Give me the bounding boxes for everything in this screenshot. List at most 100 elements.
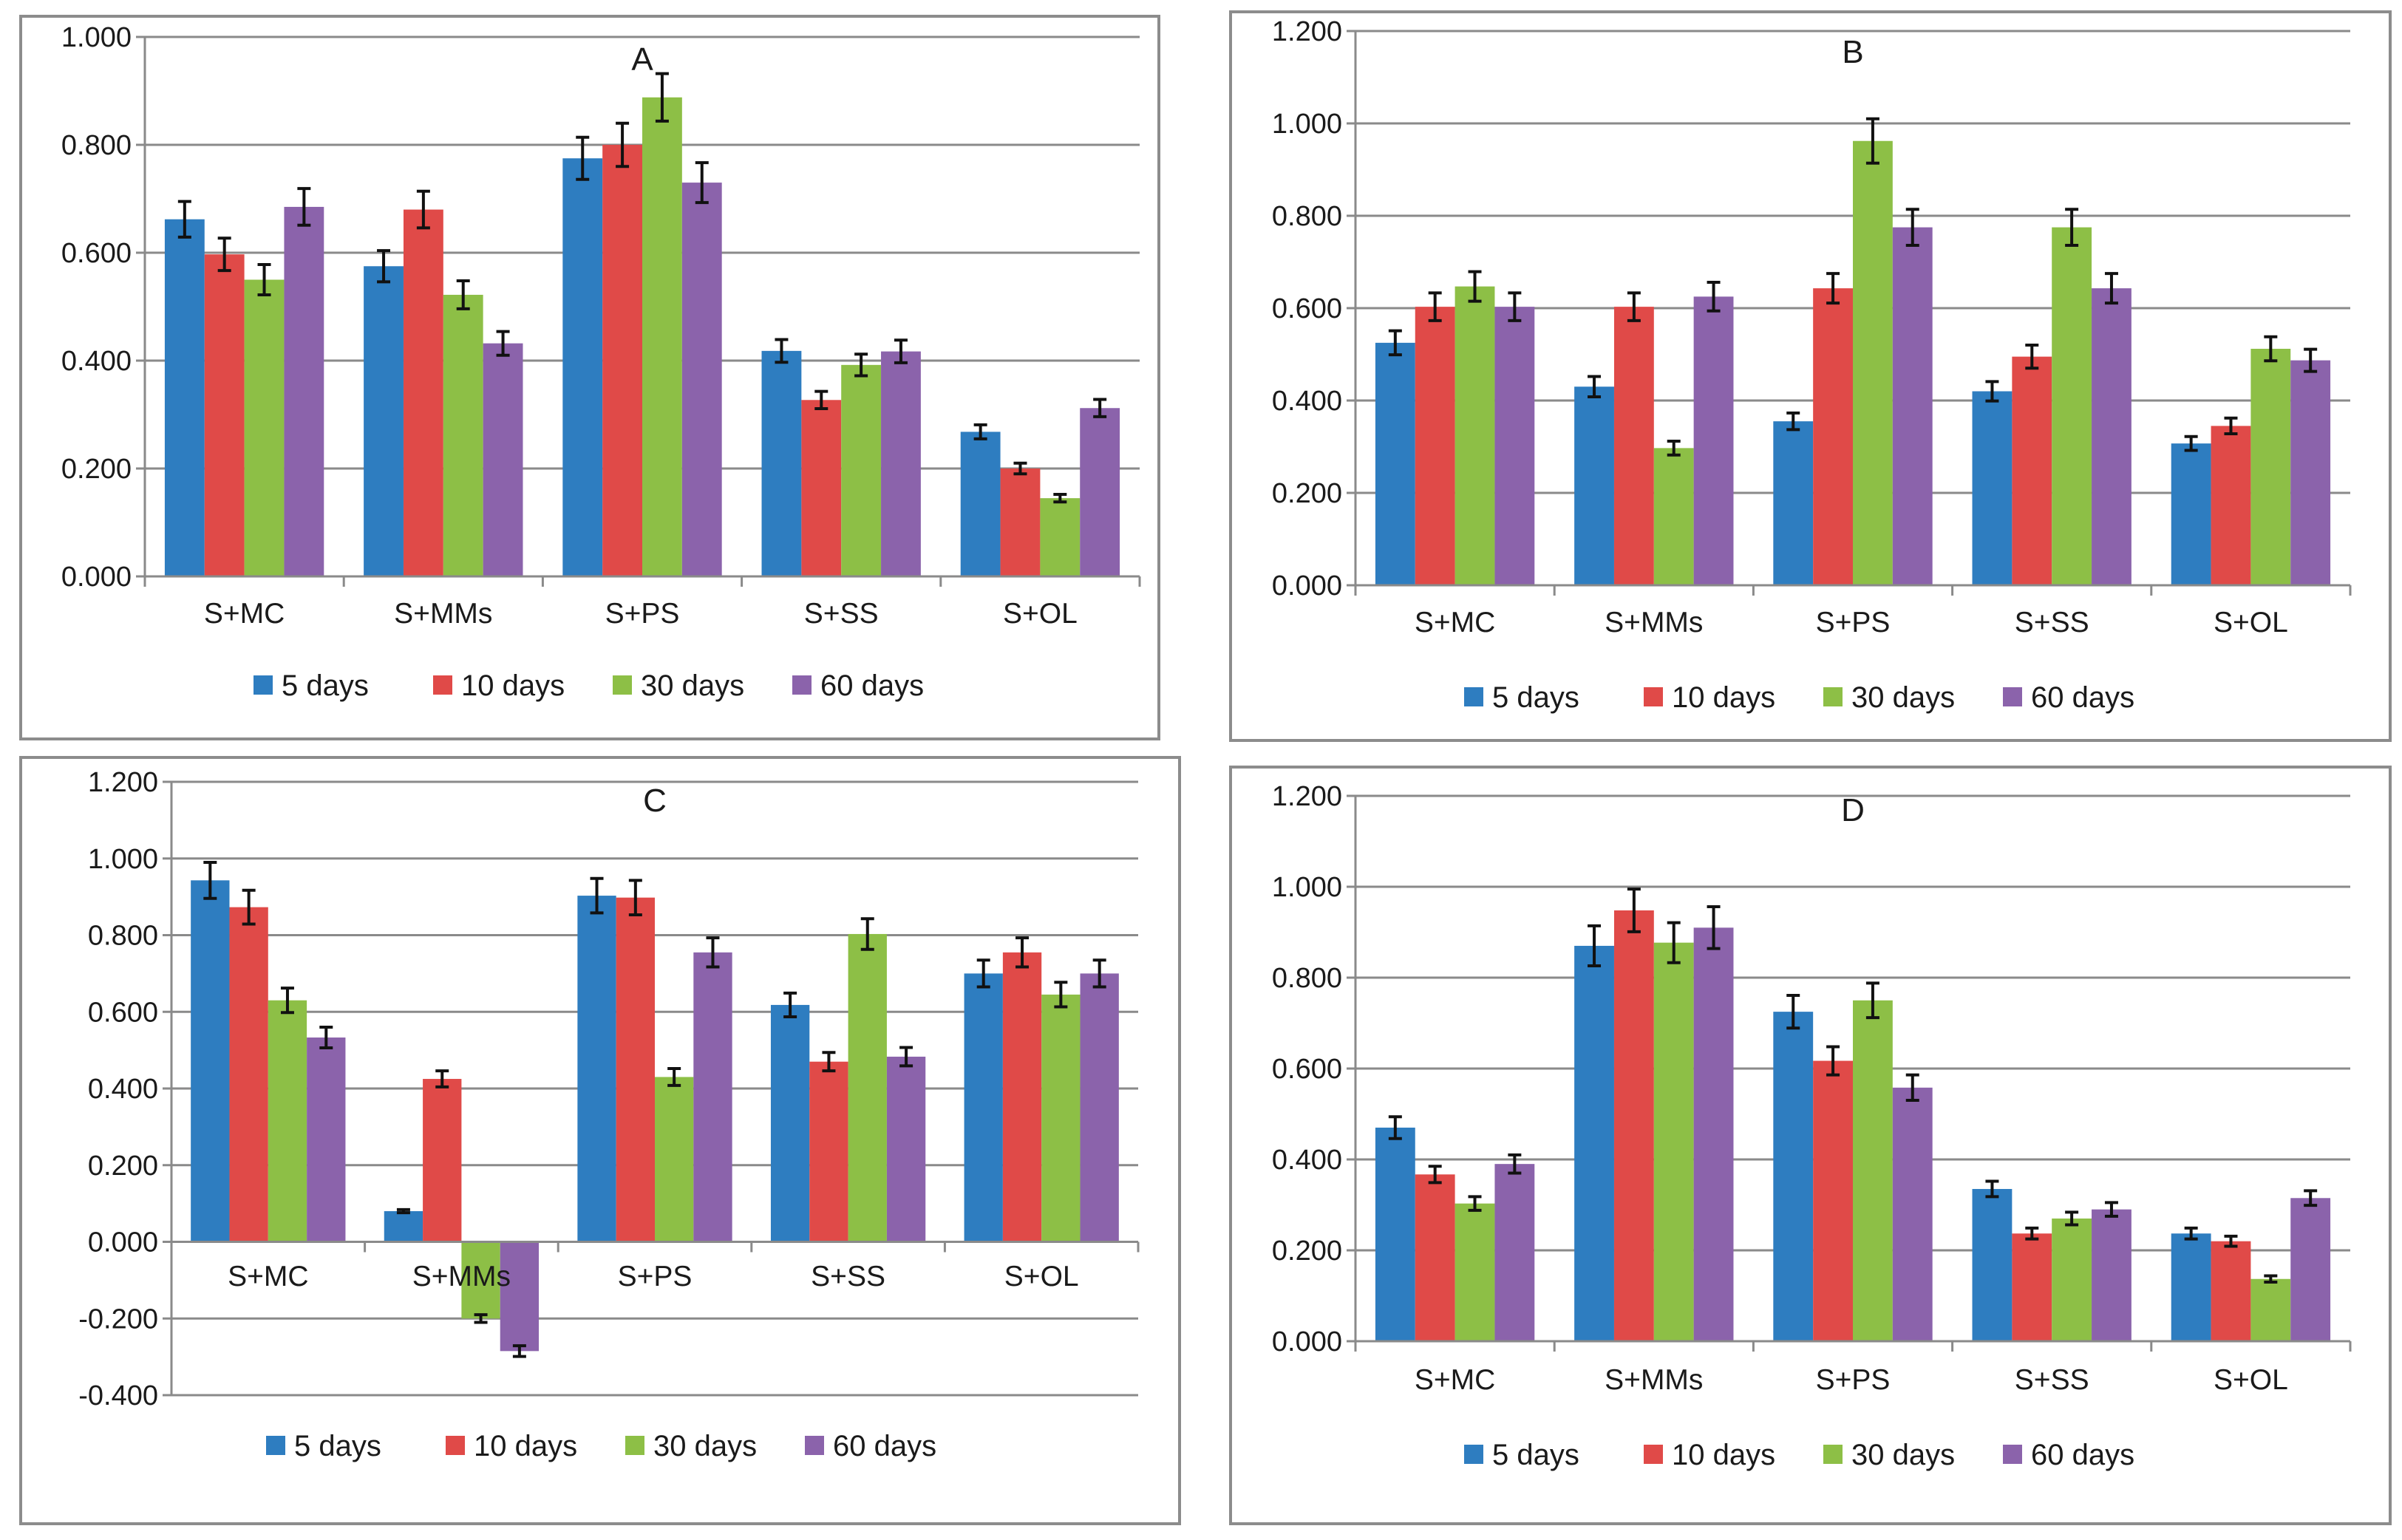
- legend-label: 30 days: [1851, 1439, 1955, 1471]
- bar-5-days-S-MMs: [1574, 386, 1614, 585]
- legend-label: 5 days: [1492, 681, 1579, 714]
- legend-swatch: [433, 675, 452, 695]
- y-tick-label: 0.200: [1272, 1236, 1342, 1267]
- error-bar: [396, 1207, 410, 1215]
- bar-5-days-S-PS: [1773, 421, 1814, 585]
- bar-10-days-S-PS: [1813, 288, 1853, 585]
- y-tick-label: 1.000: [1272, 109, 1342, 140]
- category-label: S+OL: [2214, 1364, 2288, 1396]
- bar-5-days-S-MC: [1375, 342, 1415, 585]
- bar-60-days-S-MC: [1494, 1164, 1535, 1341]
- y-tick-label: 0.400: [1272, 386, 1342, 417]
- error-bar: [854, 352, 868, 378]
- bar-30-days-S-PS: [655, 1077, 694, 1242]
- bar-10-days-S-OL: [1000, 469, 1041, 576]
- error-bar: [1985, 380, 1999, 403]
- error-bar: [217, 236, 231, 273]
- error-bar: [1865, 117, 1879, 165]
- error-bar: [706, 936, 720, 969]
- bar-5-days-S-OL: [2171, 1233, 2211, 1341]
- bar-30-days-S-MC: [1455, 286, 1495, 585]
- y-tick-label: 1.000: [61, 22, 132, 53]
- bar-30-days-S-OL: [1041, 994, 1081, 1242]
- category-label: S+MMs: [1605, 607, 1703, 638]
- y-tick-label: 0.000: [1272, 570, 1342, 602]
- bar-60-days-S-SS: [881, 351, 921, 576]
- error-bar: [1388, 329, 1402, 357]
- y-tick-label: 0.400: [88, 1074, 158, 1105]
- legend-label: 60 days: [2031, 1439, 2134, 1471]
- legend-label: 30 days: [641, 670, 744, 702]
- bar-10-days-S-PS: [1813, 1060, 1853, 1341]
- bar-10-days-S-OL: [2211, 1241, 2251, 1341]
- error-bar: [496, 330, 510, 357]
- error-bar: [2224, 1234, 2238, 1248]
- y-tick-label: 0.600: [1272, 1054, 1342, 1085]
- legend-label: 5 days: [294, 1430, 381, 1462]
- bar-60-days-S-OL: [1080, 973, 1119, 1242]
- bar-5-days-S-MMs: [384, 1211, 423, 1242]
- bar-30-days-S-SS: [848, 933, 887, 1242]
- category-label: S+PS: [618, 1261, 693, 1292]
- category-label: S+SS: [811, 1261, 885, 1292]
- bar-30-days-S-MMs: [443, 294, 483, 576]
- bar-5-days-S-MC: [164, 219, 205, 576]
- error-bar: [1627, 291, 1641, 322]
- legend-swatch: [266, 1436, 285, 1455]
- y-tick-label: 0.400: [1272, 1145, 1342, 1176]
- chart-title: C: [643, 783, 667, 819]
- category-label: S+SS: [2015, 607, 2089, 638]
- chart-a: 0.000 0.200 0.400 0.600 0.800 1.000 S+MC S+MMs S…: [19, 15, 1160, 740]
- bar-30-days-S-SS: [841, 364, 882, 576]
- error-bar: [2104, 1201, 2118, 1218]
- y-tick-label: -0.200: [78, 1304, 158, 1335]
- legend-swatch: [805, 1436, 824, 1455]
- error-bar: [319, 1026, 333, 1050]
- bar-10-days-S-SS: [2012, 356, 2052, 585]
- error-bar: [2304, 1189, 2318, 1207]
- error-bar: [2065, 1210, 2079, 1227]
- error-bar: [2184, 435, 2198, 452]
- bar-10-days-S-OL: [1002, 952, 1042, 1242]
- legend-swatch: [1823, 1445, 1843, 1464]
- error-bar: [2224, 416, 2238, 435]
- error-bar: [512, 1344, 526, 1358]
- legend-swatch: [625, 1436, 644, 1455]
- error-bar: [1468, 270, 1482, 303]
- error-bar: [814, 389, 829, 410]
- error-bar: [435, 1069, 449, 1088]
- bar-30-days-S-MC: [268, 1000, 307, 1242]
- error-bar: [280, 987, 294, 1015]
- error-bar: [695, 161, 709, 205]
- bar-5-days-S-MC: [191, 880, 230, 1242]
- chart-title: B: [1842, 34, 1863, 70]
- error-bar: [616, 121, 630, 168]
- bar-60-days-S-MMs: [1693, 927, 1734, 1341]
- error-bar: [576, 135, 590, 181]
- y-tick-label: 0.800: [88, 921, 158, 952]
- legend-label: 10 days: [461, 670, 565, 702]
- bar-5-days-S-PS: [577, 896, 616, 1242]
- error-bar: [2264, 335, 2278, 363]
- bar-30-days-S-PS: [1853, 140, 1893, 585]
- category-label: S+MMs: [1605, 1364, 1703, 1396]
- bar-30-days-S-PS: [1853, 1000, 1893, 1341]
- y-tick-label: 0.600: [1272, 293, 1342, 324]
- bar-60-days-S-PS: [693, 952, 732, 1242]
- category-label: S+PS: [1816, 1364, 1891, 1396]
- error-bar: [783, 991, 797, 1018]
- error-bar: [899, 1046, 913, 1068]
- error-bar: [1865, 981, 1879, 1020]
- y-tick-label: 1.000: [1272, 872, 1342, 903]
- error-bar: [628, 879, 642, 917]
- bar-5-days-S-SS: [1972, 1188, 2013, 1341]
- error-bar: [456, 279, 470, 310]
- legend-swatch: [792, 675, 812, 695]
- bar-30-days-S-PS: [642, 97, 682, 576]
- bar-5-days-S-OL: [964, 973, 1003, 1242]
- chart-c: -0.400 -0.200 0.000 0.200 0.400 0.600 0.800 1.0…: [19, 756, 1181, 1525]
- bar-10-days-S-SS: [801, 400, 842, 576]
- bar-30-days-S-MC: [244, 279, 285, 576]
- error-bar: [1588, 375, 1602, 398]
- error-bar: [1667, 440, 1681, 457]
